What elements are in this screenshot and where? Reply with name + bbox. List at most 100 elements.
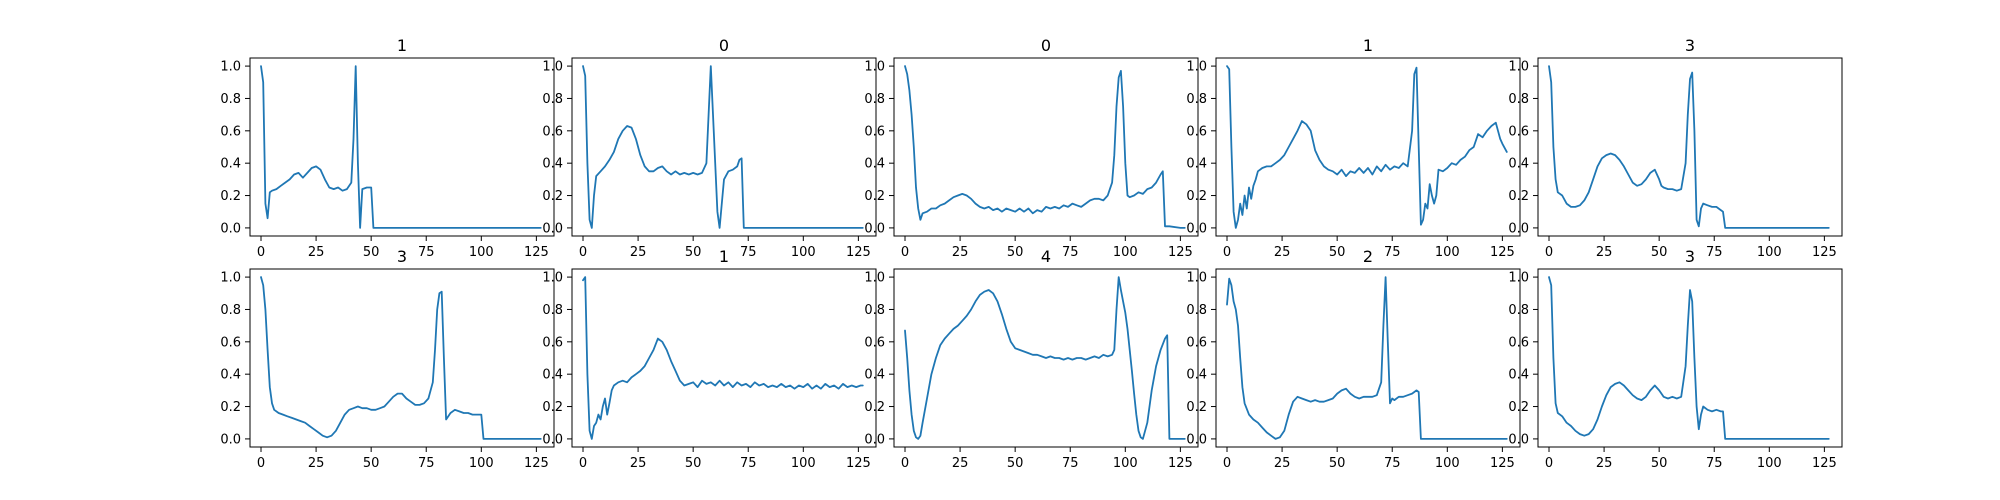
y-tick-label: 0.4 bbox=[1186, 368, 1207, 383]
x-tick-label: 50 bbox=[1651, 456, 1668, 471]
x-tick-label: 50 bbox=[1651, 245, 1668, 260]
x-tick-label: 125 bbox=[524, 245, 549, 260]
y-tick-label: 1.0 bbox=[220, 271, 241, 286]
y-tick-label: 0.4 bbox=[220, 157, 241, 172]
y-tick-label: 0.2 bbox=[1186, 400, 1207, 415]
subplot-2: 0 25 50 75 100 125 0.0 0.2 0.4 0.6 0.8 1.0 0 bbox=[542, 36, 877, 260]
axes-frame bbox=[249, 57, 555, 237]
series-line bbox=[1548, 276, 1830, 440]
y-tick-label: 0.6 bbox=[542, 124, 563, 139]
x-tick-label: 0 bbox=[1545, 245, 1553, 260]
x-tick-label: 125 bbox=[1812, 245, 1837, 260]
subplot-title: 3 bbox=[397, 247, 407, 266]
y-tick-label: 0.6 bbox=[864, 124, 885, 139]
y-tick-label: 0.0 bbox=[220, 432, 241, 447]
subplot-3: 0 25 50 75 100 125 0.0 0.2 0.4 0.6 0.8 1.0 0 bbox=[864, 36, 1199, 260]
y-tick-label: 1.0 bbox=[864, 60, 885, 75]
x-tick-label: 75 bbox=[1384, 456, 1401, 471]
subplot-9: 0 25 50 75 100 125 0.0 0.2 0.4 0.6 0.8 1.0 2 bbox=[1186, 247, 1521, 471]
x-tick-label: 75 bbox=[418, 456, 435, 471]
x-tick-label: 125 bbox=[1490, 456, 1515, 471]
x-tick-label: 25 bbox=[1596, 245, 1613, 260]
x-tick-label: 0 bbox=[579, 456, 587, 471]
subplot-title: 4 bbox=[1041, 247, 1051, 266]
subplot-title: 0 bbox=[1041, 36, 1051, 55]
subplot-8: 0 25 50 75 100 125 0.0 0.2 0.4 0.6 0.8 1.0 4 bbox=[864, 247, 1199, 471]
x-tick-label: 25 bbox=[952, 245, 969, 260]
series-line bbox=[582, 65, 864, 229]
y-tick-label: 1.0 bbox=[1186, 271, 1207, 286]
x-tick-label: 100 bbox=[469, 245, 494, 260]
y-tick-label: 0.4 bbox=[1186, 157, 1207, 172]
subplot-title: 2 bbox=[1363, 247, 1373, 266]
y-tick-label: 0.2 bbox=[1186, 189, 1207, 204]
x-tick-label: 100 bbox=[1113, 245, 1138, 260]
y-tick-label: 0.4 bbox=[1508, 157, 1529, 172]
series-line bbox=[582, 276, 864, 440]
y-tick-label: 0.8 bbox=[542, 303, 563, 318]
y-tick-label: 0.0 bbox=[1186, 221, 1207, 236]
x-tick-label: 75 bbox=[418, 245, 435, 260]
y-tick-label: 0.2 bbox=[542, 189, 563, 204]
y-tick-label: 0.4 bbox=[542, 368, 563, 383]
x-tick-label: 125 bbox=[1490, 245, 1515, 260]
y-tick-label: 0.0 bbox=[220, 221, 241, 236]
axes-frame bbox=[893, 268, 1199, 448]
x-tick-label: 0 bbox=[1545, 456, 1553, 471]
y-tick-label: 0.2 bbox=[220, 189, 241, 204]
y-tick-label: 0.8 bbox=[864, 303, 885, 318]
axes-frame bbox=[571, 57, 877, 237]
x-tick-label: 50 bbox=[685, 456, 702, 471]
y-tick-label: 0.0 bbox=[1508, 221, 1529, 236]
x-tick-label: 0 bbox=[257, 456, 265, 471]
y-tick-label: 0.0 bbox=[864, 432, 885, 447]
series-line bbox=[1548, 65, 1830, 229]
x-tick-label: 50 bbox=[363, 245, 380, 260]
x-tick-label: 25 bbox=[1274, 245, 1291, 260]
x-tick-label: 125 bbox=[846, 456, 871, 471]
x-tick-label: 125 bbox=[1812, 456, 1837, 471]
y-tick-label: 0.6 bbox=[1186, 335, 1207, 350]
x-tick-label: 0 bbox=[901, 245, 909, 260]
x-tick-label: 125 bbox=[846, 245, 871, 260]
y-tick-label: 0.6 bbox=[1508, 335, 1529, 350]
y-tick-label: 0.4 bbox=[864, 368, 885, 383]
y-tick-label: 1.0 bbox=[542, 271, 563, 286]
y-tick-label: 0.8 bbox=[542, 92, 563, 107]
subplot-4: 0 25 50 75 100 125 0.0 0.2 0.4 0.6 0.8 1.0 1 bbox=[1186, 36, 1521, 260]
subplot-5: 0 25 50 75 100 125 0.0 0.2 0.4 0.6 0.8 1.0 3 bbox=[1508, 36, 1843, 260]
x-tick-label: 100 bbox=[1435, 245, 1460, 260]
x-tick-label: 125 bbox=[1168, 456, 1193, 471]
x-tick-label: 125 bbox=[1168, 245, 1193, 260]
y-tick-label: 0.4 bbox=[542, 157, 563, 172]
y-tick-label: 0.6 bbox=[1508, 124, 1529, 139]
x-tick-label: 75 bbox=[1062, 245, 1079, 260]
y-tick-label: 1.0 bbox=[1508, 60, 1529, 75]
y-tick-label: 1.0 bbox=[864, 271, 885, 286]
x-tick-label: 0 bbox=[579, 245, 587, 260]
y-tick-label: 0.8 bbox=[220, 303, 241, 318]
x-tick-label: 100 bbox=[1757, 456, 1782, 471]
y-tick-label: 0.0 bbox=[542, 432, 563, 447]
x-tick-label: 75 bbox=[1706, 245, 1723, 260]
y-tick-label: 1.0 bbox=[542, 60, 563, 75]
x-tick-label: 100 bbox=[791, 456, 816, 471]
series-line bbox=[260, 65, 542, 229]
subplot-7: 0 25 50 75 100 125 0.0 0.2 0.4 0.6 0.8 1.0 1 bbox=[542, 247, 877, 471]
x-tick-label: 50 bbox=[1329, 245, 1346, 260]
subplot-title: 1 bbox=[1363, 36, 1373, 55]
subplot-10: 0 25 50 75 100 125 0.0 0.2 0.4 0.6 0.8 1.0 3 bbox=[1508, 247, 1843, 471]
y-tick-label: 0.8 bbox=[1186, 92, 1207, 107]
x-tick-label: 75 bbox=[740, 456, 757, 471]
x-tick-label: 50 bbox=[363, 456, 380, 471]
x-tick-label: 0 bbox=[1223, 456, 1231, 471]
y-tick-label: 0.2 bbox=[542, 400, 563, 415]
y-tick-label: 1.0 bbox=[220, 60, 241, 75]
y-tick-label: 0.8 bbox=[220, 92, 241, 107]
subplot-6: 0 25 50 75 100 125 0.0 0.2 0.4 0.6 0.8 1.0 3 bbox=[220, 247, 555, 471]
y-tick-label: 0.0 bbox=[542, 221, 563, 236]
y-tick-label: 1.0 bbox=[1508, 271, 1529, 286]
subplot-1: 0 25 50 75 100 125 0.0 0.2 0.4 0.6 0.8 1.0 1 bbox=[220, 36, 555, 260]
y-tick-label: 0.8 bbox=[1186, 303, 1207, 318]
